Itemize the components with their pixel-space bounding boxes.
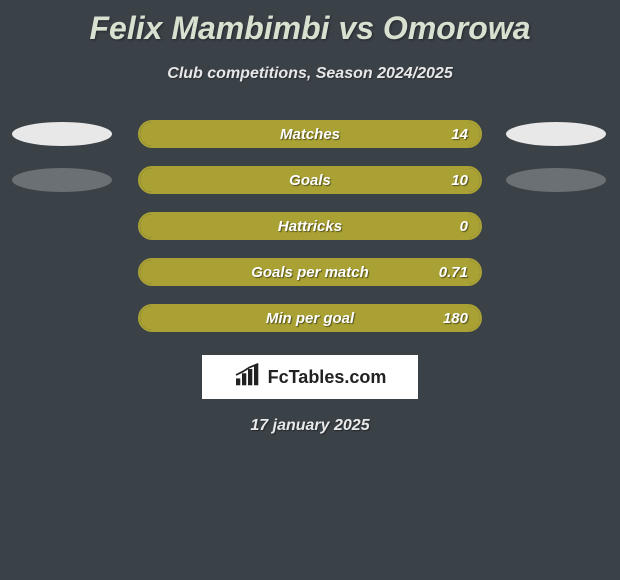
- right-oval: [506, 122, 606, 146]
- stat-row: Goals per match0.71: [0, 249, 620, 295]
- stat-row: Hattricks0: [0, 203, 620, 249]
- brand-badge: FcTables.com: [202, 355, 418, 399]
- stat-label: Goals: [140, 172, 480, 189]
- chart-icon: [234, 363, 262, 392]
- subtitle: Club competitions, Season 2024/2025: [0, 65, 620, 83]
- stat-value: 180: [443, 310, 468, 327]
- stat-bar: Goals per match0.71: [138, 258, 482, 286]
- right-oval: [506, 168, 606, 192]
- stat-value: 0: [460, 218, 468, 235]
- stat-label: Goals per match: [140, 264, 480, 281]
- stat-label: Min per goal: [140, 310, 480, 327]
- stat-bar: Min per goal180: [138, 304, 482, 332]
- stat-value: 14: [451, 126, 468, 143]
- stat-row: Matches14: [0, 111, 620, 157]
- stats-bars: Matches14 Goals10 Hattricks0 Goals per matc…: [0, 111, 620, 341]
- stat-label: Hattricks: [140, 218, 480, 235]
- stat-value: 0.71: [439, 264, 468, 281]
- stat-row: Goals10: [0, 157, 620, 203]
- date-line: 17 january 2025: [0, 417, 620, 435]
- stat-bar: Matches14: [138, 120, 482, 148]
- stat-row: Min per goal180: [0, 295, 620, 341]
- stat-bar: Goals10: [138, 166, 482, 194]
- left-oval: [12, 168, 112, 192]
- stat-value: 10: [451, 172, 468, 189]
- stat-bar: Hattricks0: [138, 212, 482, 240]
- left-oval: [12, 122, 112, 146]
- stat-label: Matches: [140, 126, 480, 143]
- brand-text: FcTables.com: [268, 367, 387, 388]
- page-title: Felix Mambimbi vs Omorowa: [0, 0, 620, 47]
